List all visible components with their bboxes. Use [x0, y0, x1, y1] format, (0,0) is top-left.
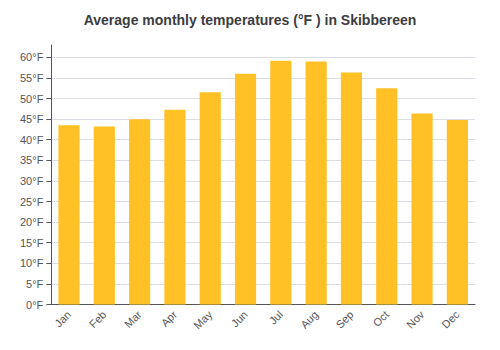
svg-text:Feb: Feb: [87, 308, 109, 330]
svg-text:Jul: Jul: [267, 308, 285, 326]
svg-text:May: May: [191, 308, 215, 332]
svg-text:Sep: Sep: [333, 308, 355, 330]
svg-text:60°F: 60°F: [20, 51, 44, 63]
svg-text:Jan: Jan: [52, 308, 73, 329]
svg-text:55°F: 55°F: [20, 72, 44, 84]
svg-text:35°F: 35°F: [20, 154, 44, 166]
svg-text:Apr: Apr: [159, 308, 180, 329]
svg-text:Nov: Nov: [404, 308, 427, 331]
svg-text:30°F: 30°F: [20, 175, 44, 187]
svg-text:0°F: 0°F: [26, 299, 44, 311]
svg-text:Mar: Mar: [122, 308, 144, 330]
svg-text:5°F: 5°F: [26, 278, 44, 290]
svg-text:25°F: 25°F: [20, 196, 44, 208]
svg-text:Dec: Dec: [439, 308, 462, 331]
svg-text:45°F: 45°F: [20, 113, 44, 125]
svg-text:Aug: Aug: [298, 308, 320, 330]
svg-text:15°F: 15°F: [20, 237, 44, 249]
svg-text:20°F: 20°F: [20, 216, 44, 228]
svg-text:10°F: 10°F: [20, 257, 44, 269]
svg-text:Average monthly temperatures (: Average monthly temperatures (°F ) in Sk…: [84, 12, 417, 28]
svg-text:50°F: 50°F: [20, 93, 44, 105]
svg-text:Oct: Oct: [370, 308, 391, 329]
svg-text:Jun: Jun: [229, 308, 250, 329]
svg-text:40°F: 40°F: [20, 134, 44, 146]
